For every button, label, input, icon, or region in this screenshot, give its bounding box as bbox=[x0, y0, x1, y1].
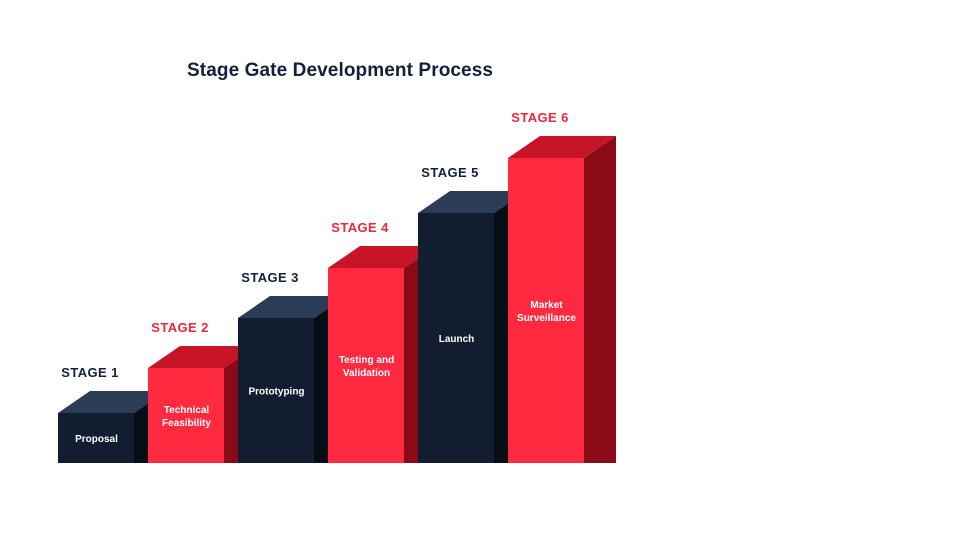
stage-1-front-face bbox=[58, 413, 134, 463]
stage-3-label: STAGE 3 bbox=[241, 270, 298, 285]
stage-2-label: STAGE 2 bbox=[151, 320, 208, 335]
stage-6-block: STAGE 6 Market Surveillance bbox=[508, 110, 616, 463]
stage-4-label: STAGE 4 bbox=[331, 220, 389, 235]
stage-5-label: STAGE 5 bbox=[421, 165, 478, 180]
stage-4-front-face bbox=[328, 268, 404, 463]
stage-1-text-line: Proposal bbox=[75, 434, 118, 445]
stage-4-text-line: Testing and bbox=[339, 355, 394, 366]
stage-2-top-face bbox=[148, 346, 256, 368]
diagram-title: Stage Gate Development Process bbox=[187, 60, 494, 81]
stage-6-top-face bbox=[508, 136, 616, 158]
stage-6-text-line: Market bbox=[530, 300, 563, 311]
stage-2-text-line: Feasibility bbox=[162, 418, 211, 429]
stage-2-text-line: Technical bbox=[164, 405, 210, 416]
stage-1-label: STAGE 1 bbox=[61, 365, 118, 380]
stage-6-side-face bbox=[584, 136, 616, 463]
stage-5-text-line: Launch bbox=[439, 334, 475, 345]
stage-6-front-face bbox=[508, 158, 584, 463]
stage-2-front-face bbox=[148, 368, 224, 463]
stage-6-text-line: Surveillance bbox=[517, 313, 576, 324]
stage-3-front-face bbox=[238, 318, 314, 463]
stage-1-top-face bbox=[58, 391, 166, 413]
stage-4-top-face bbox=[328, 246, 436, 268]
stage-3-top-face bbox=[238, 296, 346, 318]
stage-3-text-line: Prototyping bbox=[248, 387, 304, 398]
stage-5-front-face bbox=[418, 213, 494, 463]
stage-4-text-line: Validation bbox=[343, 368, 390, 379]
stage-6-label: STAGE 6 bbox=[511, 110, 568, 125]
stage-5-top-face bbox=[418, 191, 526, 213]
